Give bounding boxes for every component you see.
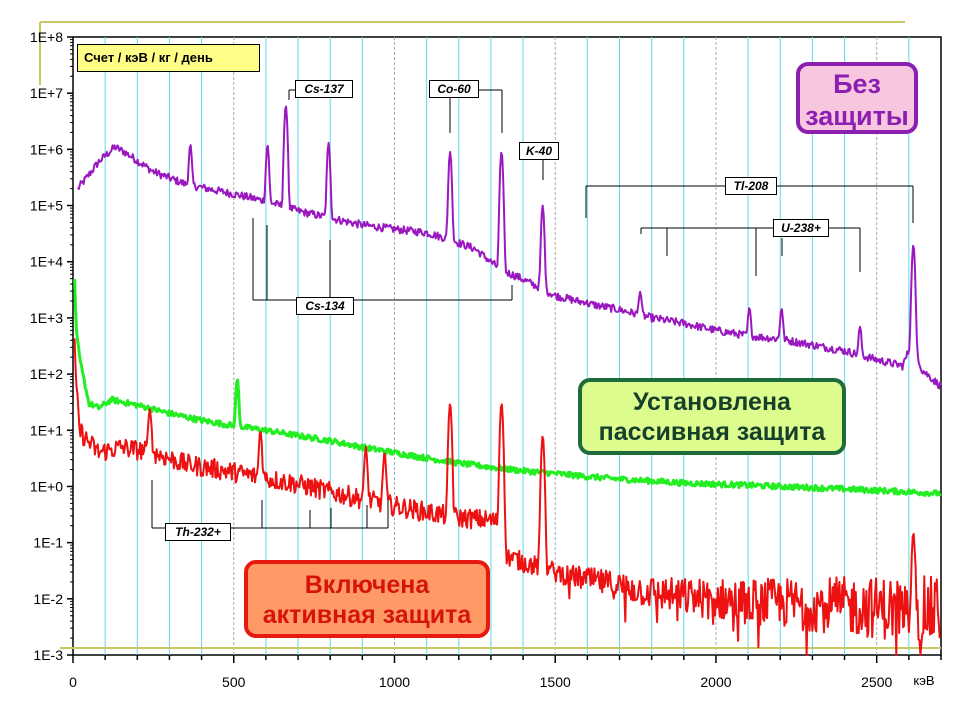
- active-line-2: активная защита: [262, 601, 472, 629]
- active-line-1: Включена: [304, 571, 430, 599]
- x-tick-label-0: 0: [69, 674, 77, 690]
- tag-cs134: Cs-134: [296, 297, 354, 315]
- no-shield-line-1: Без: [833, 69, 881, 99]
- y-tick-label-6: 1E+3: [30, 310, 63, 326]
- tag-tl208: Tl-208: [725, 177, 777, 195]
- y-tick-label-10: 1E+7: [30, 85, 63, 101]
- series-line-1: [73, 279, 942, 498]
- y-tick-label-0: 1E-3: [33, 647, 63, 663]
- x-tick-label-500: 500: [222, 674, 246, 690]
- series-line-2: [73, 338, 941, 656]
- y-tick-label-7: 1E+4: [30, 254, 63, 270]
- tag-k40: K-40: [519, 142, 559, 160]
- y-tick-label-9: 1E+6: [30, 141, 63, 157]
- y-tick-label-5: 1E+2: [30, 366, 63, 382]
- y-tick-label-3: 1E+0: [30, 478, 63, 494]
- no-shield-line-2: защиты: [805, 101, 909, 132]
- x-tick-label-2000: 2000: [700, 674, 731, 690]
- y-tick-label-1: 1E-2: [33, 591, 63, 607]
- tag-u238: U-238+: [773, 219, 829, 237]
- x-tick-label-1000: 1000: [379, 674, 410, 690]
- tag-th232: Th-232+: [165, 523, 231, 541]
- no-shield-label: Без защиты: [796, 62, 918, 134]
- y-unit-label: Счет / кэВ / кг / день: [77, 44, 260, 72]
- x-axis-label: кэВ: [913, 673, 934, 688]
- y-tick-label-11: 1E+8: [30, 29, 63, 45]
- axes: 0 500 1000 1500 2000 2500 кэВ 1E-3 1E-2 1E-1 1E+0 1…: [30, 29, 942, 690]
- x-tick-label-2500: 2500: [861, 674, 892, 690]
- y-tick-label-8: 1E+5: [30, 198, 63, 214]
- y-tick-label-4: 1E+1: [30, 422, 63, 438]
- tag-cs137: Cs-137: [295, 80, 353, 98]
- passive-line-2: пассивная защита: [598, 418, 826, 446]
- active-shield-label: Включена активная защита: [244, 560, 490, 638]
- grid: [104, 37, 910, 655]
- passive-line-1: Установлена: [633, 388, 791, 416]
- annotation-lines: [151, 89, 914, 529]
- tag-co60: Co-60: [429, 80, 479, 98]
- series-line-0: [76, 105, 942, 390]
- y-tick-label-2: 1E-1: [33, 535, 63, 551]
- series-group: [73, 105, 942, 656]
- x-tick-label-1500: 1500: [540, 674, 571, 690]
- passive-shield-label: Установлена пассивная защита: [578, 378, 846, 455]
